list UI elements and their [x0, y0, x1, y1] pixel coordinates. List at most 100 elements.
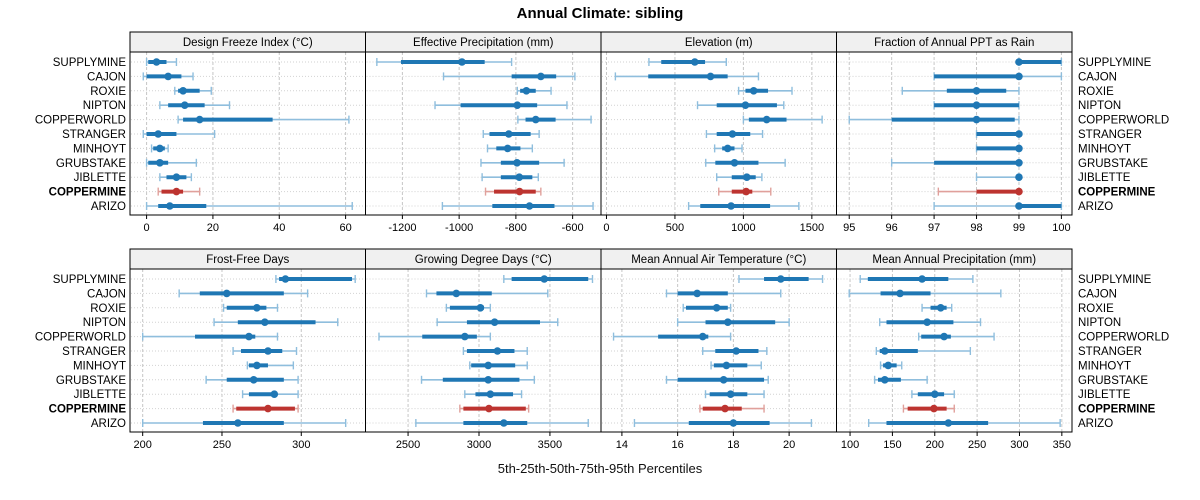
median-dot-grubstake	[513, 159, 521, 167]
panel-strip-label-effective-precipitation-mm: Effective Precipitation (mm)	[413, 37, 554, 49]
row-label-right-arizo: ARIZO	[1078, 418, 1113, 430]
median-dot-supplymine	[1015, 58, 1023, 66]
axis-tick-label: -600	[562, 222, 584, 234]
median-dot-jiblette	[1015, 173, 1023, 181]
row-label-left-coppermine: COPPERMINE	[49, 404, 127, 416]
row-label-left-grubstake: GRUBSTAKE	[56, 158, 126, 170]
median-dot-nipton	[923, 318, 931, 327]
row-label-left-minhoyt: MINHOYT	[73, 143, 126, 155]
median-dot-nipton	[741, 101, 750, 109]
axis-tick-label: 16	[672, 439, 684, 451]
median-dot-jiblette	[743, 173, 751, 181]
median-dot-copperworld	[698, 332, 707, 341]
median-dot-coppermine	[515, 187, 524, 196]
panel-strip-label-elevation-m: Elevation (m)	[685, 37, 753, 49]
axis-tick-label: 250	[968, 439, 986, 451]
median-dot-cajon	[222, 289, 231, 298]
median-dot-roxie	[253, 304, 261, 312]
axis-tick-label: 3500	[538, 439, 562, 451]
median-dot-nipton	[180, 101, 189, 109]
median-dot-minhoyt	[1015, 144, 1023, 153]
axis-tick-label: 0	[603, 222, 609, 234]
median-dot-jiblette	[726, 390, 735, 399]
median-dot-minhoyt	[503, 144, 512, 153]
median-dot-minhoyt	[253, 361, 261, 370]
axis-tick-label: 150	[883, 439, 901, 451]
row-label-left-supplymine: SUPPLYMINE	[53, 274, 127, 286]
median-dot-cajon	[537, 72, 545, 81]
row-label-left-stranger: STRANGER	[62, 129, 126, 141]
median-dot-minhoyt	[484, 361, 493, 370]
median-dot-jiblette	[270, 390, 279, 399]
axis-tick-label: 300	[1010, 439, 1028, 451]
row-label-right-stranger: STRANGER	[1078, 346, 1142, 358]
panel-strip-label-fraction-of-annual-ppt-as-rain: Fraction of Annual PPT as Rain	[874, 37, 1034, 49]
median-dot-cajon	[896, 289, 904, 298]
axis-tick-label: 60	[339, 222, 351, 234]
row-label-right-stranger: STRANGER	[1078, 129, 1142, 141]
axis-tick-label: 200	[926, 439, 944, 451]
axis-tick-label: 300	[292, 439, 310, 451]
median-dot-grubstake	[719, 376, 728, 384]
panel-strip-label-mean-annual-air-temperature-c: Mean Annual Air Temperature (°C)	[631, 254, 806, 266]
figure-caption: 5th-25th-50th-75th-95th Percentiles	[497, 461, 703, 476]
median-dot-roxie	[179, 87, 187, 95]
row-label-left-copperworld: COPPERWORLD	[35, 115, 126, 127]
median-dot-arizo	[729, 419, 738, 427]
median-dot-jiblette	[172, 173, 181, 181]
median-dot-arizo	[166, 202, 174, 210]
axis-tick-label: 1000	[731, 222, 755, 234]
axis-tick-label: 500	[666, 222, 684, 234]
axis-tick-label: 100	[1052, 222, 1070, 234]
median-dot-supplymine	[690, 58, 699, 66]
row-label-right-grubstake: GRUBSTAKE	[1078, 375, 1148, 387]
row-label-right-nipton: NIPTON	[1078, 100, 1121, 112]
row-label-left-roxie: ROXIE	[90, 303, 126, 315]
panel-strip-label-frost-free-days: Frost-Free Days	[206, 254, 289, 266]
row-label-right-jiblette: JIBLETTE	[1078, 389, 1131, 401]
axis-tick-label: 350	[1053, 439, 1071, 451]
median-dot-coppermine	[1015, 187, 1023, 196]
median-dot-supplymine	[776, 275, 785, 283]
median-dot-cajon	[1015, 72, 1023, 81]
median-dot-nipton	[513, 101, 522, 109]
row-label-right-nipton: NIPTON	[1078, 317, 1121, 329]
axis-tick-label: -1200	[388, 222, 416, 234]
median-dot-stranger	[504, 130, 513, 138]
median-dot-roxie	[712, 304, 721, 312]
median-dot-roxie	[972, 87, 981, 95]
median-dot-supplymine	[458, 58, 466, 66]
median-dot-coppermine	[264, 404, 272, 413]
row-label-left-jiblette: JIBLETTE	[74, 172, 127, 184]
median-dot-minhoyt	[722, 361, 731, 370]
median-dot-coppermine	[485, 404, 493, 413]
median-dot-nipton	[724, 318, 732, 327]
panel-mean-annual-precipitation-mm	[836, 268, 1073, 433]
row-label-left-minhoyt: MINHOYT	[73, 360, 126, 372]
axis-tick-label: -800	[505, 222, 527, 234]
median-dot-grubstake	[484, 376, 493, 384]
row-label-left-copperworld: COPPERWORLD	[35, 332, 126, 344]
panel-strip-label-design-freeze-index-c: Design Freeze Index (°C)	[183, 37, 313, 49]
axis-tick-label: 14	[616, 439, 628, 451]
median-dot-grubstake	[1015, 159, 1023, 167]
row-label-right-jiblette: JIBLETTE	[1078, 172, 1131, 184]
median-dot-cajon	[706, 72, 715, 81]
median-dot-grubstake	[156, 159, 164, 167]
row-label-right-roxie: ROXIE	[1078, 303, 1114, 315]
row-label-right-copperworld: COPPERWORLD	[1078, 115, 1169, 127]
row-label-left-nipton: NIPTON	[83, 100, 126, 112]
median-dot-minhoyt	[884, 361, 892, 370]
median-dot-copperworld	[762, 115, 771, 124]
median-dot-stranger	[880, 347, 889, 355]
row-label-right-roxie: ROXIE	[1078, 86, 1114, 98]
median-dot-nipton	[972, 101, 981, 109]
median-dot-roxie	[749, 87, 758, 95]
row-label-right-supplymine: SUPPLYMINE	[1078, 57, 1152, 69]
median-dot-nipton	[260, 318, 269, 327]
median-dot-grubstake	[730, 159, 739, 167]
median-dot-coppermine	[172, 187, 181, 196]
median-dot-coppermine	[721, 404, 729, 413]
